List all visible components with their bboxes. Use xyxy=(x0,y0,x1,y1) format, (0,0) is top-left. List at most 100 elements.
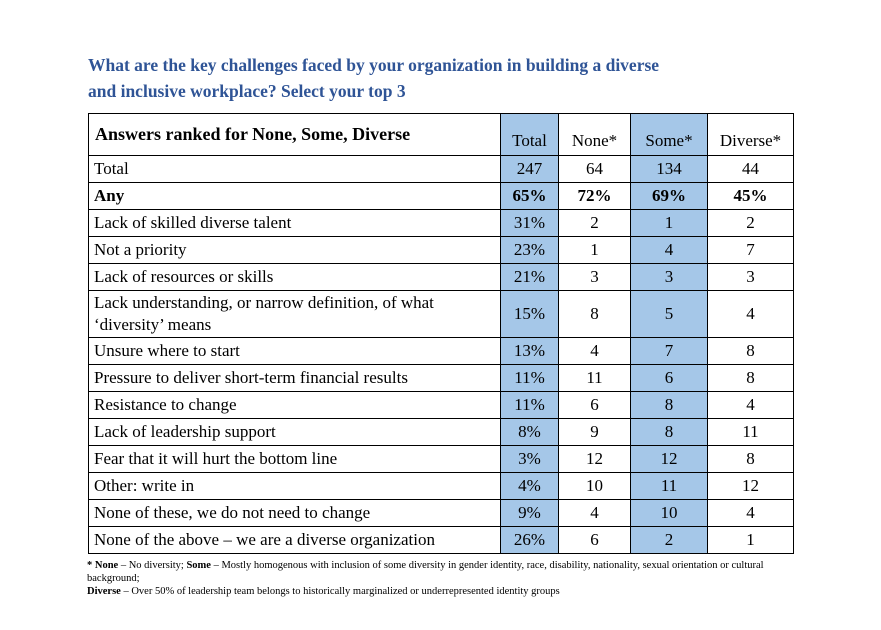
cell-none: 2 xyxy=(558,209,631,237)
cell-some: 10 xyxy=(630,499,708,527)
table-row: Pressure to deliver short-term financial… xyxy=(88,364,794,392)
footnote-text: – Mostly homogenous with inclusion of so… xyxy=(87,560,764,584)
cell-diverse: 44 xyxy=(707,155,794,183)
table-row: None of the above – we are a diverse org… xyxy=(88,526,794,554)
cell-none: 3 xyxy=(558,263,631,291)
column-header-none: None* xyxy=(558,113,631,156)
cell-total: 15% xyxy=(500,290,559,338)
cell-total: 4% xyxy=(500,472,559,500)
cell-diverse: 8 xyxy=(707,445,794,473)
row-label: Other: write in xyxy=(88,472,501,500)
title-line-1: What are the key challenges faced by you… xyxy=(88,55,660,75)
table-row: Resistance to change 11% 6 8 4 xyxy=(88,391,794,419)
cell-none: 11 xyxy=(558,364,631,392)
table-row: None of these, we do not need to change 9… xyxy=(88,499,794,527)
cell-diverse: 11 xyxy=(707,418,794,446)
table-row: Not a priority 23% 1 4 7 xyxy=(88,236,794,264)
cell-none: 10 xyxy=(558,472,631,500)
cell-diverse: 12 xyxy=(707,472,794,500)
footnote-line-2: Diverse – Over 50% of leadership team be… xyxy=(87,585,799,598)
cell-some: 8 xyxy=(630,391,708,419)
column-header-total: Total xyxy=(500,113,559,156)
cell-diverse: 4 xyxy=(707,391,794,419)
cell-some: 134 xyxy=(630,155,708,183)
cell-diverse: 8 xyxy=(707,337,794,365)
row-label: Unsure where to start xyxy=(88,337,501,365)
row-label: Total xyxy=(88,155,501,183)
table-row: Any 65% 72% 69% 45% xyxy=(88,182,794,210)
cell-diverse: 4 xyxy=(707,499,794,527)
table-row: Fear that it will hurt the bottom line 3%… xyxy=(88,445,794,473)
cell-total: 247 xyxy=(500,155,559,183)
cell-some: 12 xyxy=(630,445,708,473)
cell-some: 69% xyxy=(630,182,708,210)
cell-total: 3% xyxy=(500,445,559,473)
title-line-2: and inclusive workplace? Select your top… xyxy=(88,81,406,101)
cell-none: 6 xyxy=(558,391,631,419)
cell-diverse: 7 xyxy=(707,236,794,264)
cell-some: 11 xyxy=(630,472,708,500)
row-label: Lack understanding, or narrow definition… xyxy=(88,290,501,338)
cell-total: 9% xyxy=(500,499,559,527)
footnote-term: Diverse xyxy=(87,586,121,597)
cell-total: 26% xyxy=(500,526,559,554)
row-label: Lack of resources or skills xyxy=(88,263,501,291)
table-row: Lack of leadership support 8% 9 8 11 xyxy=(88,418,794,446)
cell-diverse: 3 xyxy=(707,263,794,291)
page-title: What are the key challenges faced by you… xyxy=(88,52,788,104)
column-header-diverse: Diverse* xyxy=(707,113,794,156)
footnote-text: – Over 50% of leadership team belongs to… xyxy=(120,586,560,597)
cell-some: 4 xyxy=(630,236,708,264)
cell-diverse: 45% xyxy=(707,182,794,210)
footnote-term: Some xyxy=(186,560,211,571)
cell-some: 8 xyxy=(630,418,708,446)
cell-some: 3 xyxy=(630,263,708,291)
footnote-text: – No diversity; xyxy=(118,560,187,571)
cell-total: 13% xyxy=(500,337,559,365)
table-row: Unsure where to start 13% 4 7 8 xyxy=(88,337,794,365)
table-body: Total 247 64 134 44 Any 65% 72% 69% 45% Lack of sk… xyxy=(88,155,794,554)
table-row: Lack of skilled diverse talent 31% 2 1 2 xyxy=(88,209,794,237)
cell-none: 8 xyxy=(558,290,631,338)
survey-table: Answers ranked for None, Some, Diverse T… xyxy=(88,113,794,554)
cell-none: 4 xyxy=(558,499,631,527)
cell-total: 21% xyxy=(500,263,559,291)
cell-none: 6 xyxy=(558,526,631,554)
cell-some: 7 xyxy=(630,337,708,365)
cell-none: 4 xyxy=(558,337,631,365)
cell-some: 1 xyxy=(630,209,708,237)
cell-diverse: 4 xyxy=(707,290,794,338)
table-row: Total 247 64 134 44 xyxy=(88,155,794,183)
cell-diverse: 1 xyxy=(707,526,794,554)
cell-none: 9 xyxy=(558,418,631,446)
row-label: Pressure to deliver short-term financial… xyxy=(88,364,501,392)
cell-total: 31% xyxy=(500,209,559,237)
footnote-line-1: * None – No diversity; Some – Mostly hom… xyxy=(87,559,799,585)
row-label: Lack of skilled diverse talent xyxy=(88,209,501,237)
cell-total: 11% xyxy=(500,364,559,392)
row-label: None of these, we do not need to change xyxy=(88,499,501,527)
footnote-term: * None xyxy=(87,560,119,571)
cell-diverse: 2 xyxy=(707,209,794,237)
header-row: Answers ranked for None, Some, Diverse T… xyxy=(88,113,794,156)
cell-none: 1 xyxy=(558,236,631,264)
cell-total: 8% xyxy=(500,418,559,446)
cell-total: 65% xyxy=(500,182,559,210)
table-row: Lack of resources or skills 21% 3 3 3 xyxy=(88,263,794,291)
column-header-some: Some* xyxy=(630,113,708,156)
row-label: Resistance to change xyxy=(88,391,501,419)
cell-diverse: 8 xyxy=(707,364,794,392)
footnote: * None – No diversity; Some – Mostly hom… xyxy=(87,559,799,598)
table-row: Lack understanding, or narrow definition… xyxy=(88,290,794,338)
cell-none: 64 xyxy=(558,155,631,183)
cell-total: 11% xyxy=(500,391,559,419)
row-label: Not a priority xyxy=(88,236,501,264)
cell-some: 6 xyxy=(630,364,708,392)
cell-none: 12 xyxy=(558,445,631,473)
row-label: Fear that it will hurt the bottom line xyxy=(88,445,501,473)
row-label: Lack of leadership support xyxy=(88,418,501,446)
row-label: Any xyxy=(88,182,501,210)
row-label: None of the above – we are a diverse org… xyxy=(88,526,501,554)
table-row: Other: write in 4% 10 11 12 xyxy=(88,472,794,500)
